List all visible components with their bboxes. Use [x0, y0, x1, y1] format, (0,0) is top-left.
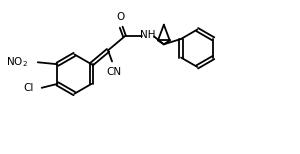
Text: O: O: [116, 12, 124, 22]
Text: CN: CN: [106, 67, 122, 77]
Text: NO$_2$: NO$_2$: [6, 55, 28, 69]
Text: NH: NH: [140, 30, 156, 41]
Text: Cl: Cl: [23, 83, 34, 93]
